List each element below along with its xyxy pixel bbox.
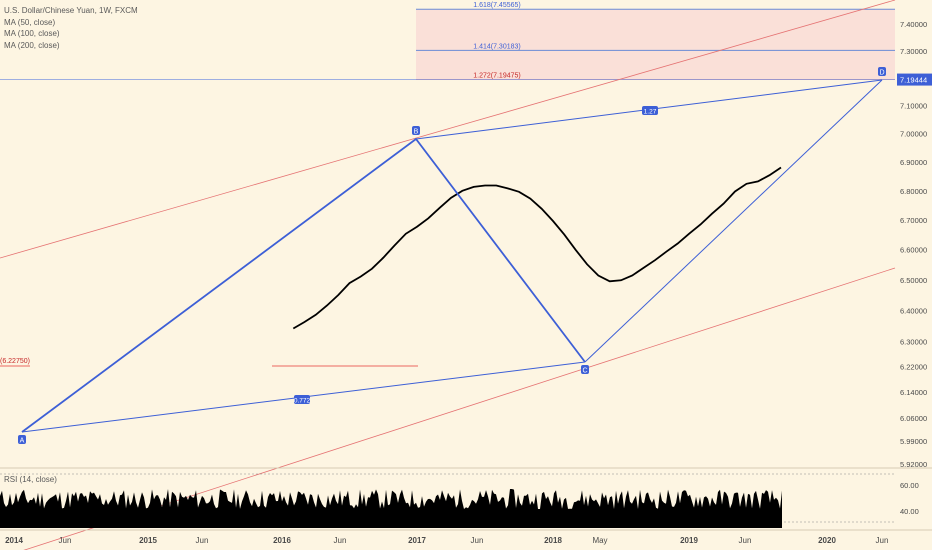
fib-label: 1.272(7.19475) — [473, 72, 520, 79]
time-axis-label: Jun — [334, 536, 347, 545]
pattern-point-badge — [581, 365, 589, 374]
time-axis-label: 2016 — [273, 536, 291, 545]
ratio-label: 1.27 — [644, 109, 657, 116]
time-axis-label: Jun — [876, 536, 889, 545]
time-axis-label: 2014 — [5, 536, 23, 545]
symbol-title: U.S. Dollar/Chinese Yuan, 1W, FXCM — [4, 6, 138, 15]
time-axis-label: Jun — [471, 536, 484, 545]
last-price-badge — [897, 73, 932, 86]
price-axis-label: 6.50000 — [900, 276, 927, 285]
channel-upper-line — [0, 0, 896, 259]
time-axis-label: 2018 — [544, 536, 562, 545]
time-axis-label: Jun — [196, 536, 209, 545]
price-axis-label: 6.22000 — [900, 363, 927, 372]
fibonacci-zone: 1.618(7.45565) 1.414(7.30183) 1.272(7.1947… — [0, 2, 895, 80]
pattern-point-badge — [412, 126, 420, 135]
pattern-point-label: A — [20, 438, 25, 445]
price-axis-label: 6.80000 — [900, 187, 927, 196]
rsi-label: RSI (14, close) — [4, 475, 57, 484]
price-axis-label: 6.06000 — [900, 414, 927, 423]
price-axis-label: 7.40000 — [900, 20, 927, 29]
price-axis-label: 6.60000 — [900, 246, 927, 255]
rsi-axis-label: 40.00 — [900, 507, 919, 516]
price-axis-label: 6.40000 — [900, 306, 927, 315]
price-axis-label: 6.90000 — [900, 158, 927, 167]
fib-label: 1.618(7.45565) — [473, 2, 520, 9]
last-price-label: 7.19444 — [900, 76, 927, 85]
pattern-point-badge — [878, 67, 886, 76]
time-axis-label: 2015 — [139, 536, 157, 545]
pattern-point-label: C — [582, 368, 587, 375]
time-axis-label: Jun — [739, 536, 752, 545]
price-axis-label: 6.70000 — [900, 216, 927, 225]
rsi-pane[interactable]: 60.00 40.00 — [0, 467, 932, 528]
rsi-axis-label: 60.00 — [900, 481, 919, 490]
price-axis-label: 7.30000 — [900, 47, 927, 56]
price-axis-label: 6.14000 — [900, 388, 927, 397]
chart-legend: U.S. Dollar/Chinese Yuan, 1W, FXCM MA (5… — [4, 5, 138, 51]
fib-zone-fill — [416, 9, 895, 80]
time-axis-label: 2019 — [680, 536, 698, 545]
price-axis-label: 5.92000 — [900, 460, 927, 469]
pattern-point-badge — [18, 435, 26, 444]
ma50-label: MA (50, close) — [4, 17, 56, 27]
time-axis-label: 2017 — [408, 536, 426, 545]
pattern-point-label: B — [414, 129, 419, 136]
fib-label: 1.414(7.30183) — [473, 43, 520, 50]
cd-leg — [584, 79, 883, 363]
ratio-label: 0.772 — [294, 398, 311, 405]
price-axis[interactable]: 7.400007.300007.200007.100007.000006.900… — [897, 20, 932, 469]
moving-averages — [292, 166, 782, 330]
ratio-badge — [294, 395, 310, 404]
time-axis-label: 2020 — [818, 536, 836, 545]
rsi-area — [0, 489, 782, 528]
support-label: (6.22750) — [0, 358, 30, 365]
time-axis-label: May — [592, 536, 607, 545]
pattern-point-label: D — [879, 70, 884, 77]
ma100-label: MA (100, close) — [4, 29, 60, 38]
price-axis-label: 7.00000 — [900, 130, 927, 139]
time-axis[interactable]: 2014 Jun 2015 Jun 2016 Jun 2017 Jun 2018 May 2019 J… — [0, 529, 932, 545]
price-axis-label: 7.10000 — [900, 102, 927, 111]
ma200-label: MA (200, close) — [4, 40, 60, 50]
ma200-line — [292, 166, 782, 330]
abcd-pattern: A B C D 0.772 1.27 — [18, 67, 886, 445]
price-axis-label: 5.99000 — [900, 437, 927, 446]
time-axis-label: Jun — [59, 536, 72, 545]
price-axis-label: 6.30000 — [900, 337, 927, 346]
ratio-badge — [642, 106, 658, 115]
